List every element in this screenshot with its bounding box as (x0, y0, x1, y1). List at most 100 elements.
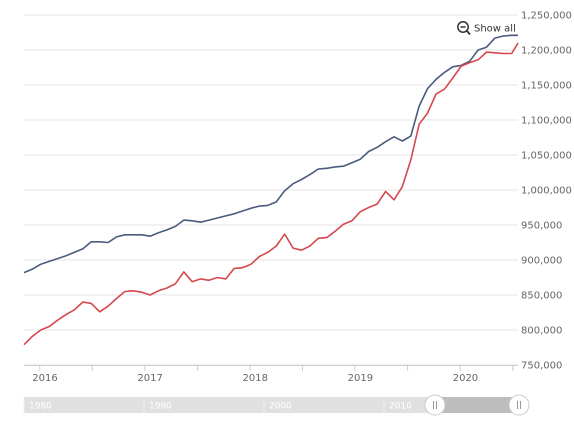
series-2-point (418, 123, 420, 125)
series-1-point (267, 205, 269, 207)
series-1-point (208, 219, 210, 221)
navigator-handle-knob[interactable] (508, 394, 530, 416)
navigator-selected-range[interactable] (434, 397, 524, 413)
series-1-point (486, 46, 488, 48)
y-tick-label: 1,200,000 (521, 46, 572, 57)
series-2-point (124, 291, 126, 293)
series-2-point (116, 298, 118, 300)
series-1-point (385, 141, 387, 143)
series-2-point (452, 77, 454, 79)
series-2-point (200, 278, 202, 280)
x-tick-label: 2016 (32, 373, 57, 384)
series-1-point (99, 241, 101, 243)
series-1-point (427, 88, 429, 90)
series-line-2 (23, 42, 519, 346)
navigator[interactable]: 1980 1990 2000 2010 (23, 394, 530, 416)
series-2-point (401, 186, 403, 188)
plot-area (23, 34, 519, 346)
series-1-point (149, 235, 151, 237)
navigator-handle-left[interactable] (424, 394, 446, 416)
series-1-point (191, 220, 193, 222)
navigator-label: 2000 (269, 402, 292, 412)
series-2-point (74, 309, 76, 311)
y-tick-label: 1,250,000 (521, 11, 572, 22)
series-1-point (158, 232, 160, 234)
series-1-point (200, 221, 202, 223)
series-2-point (502, 53, 504, 55)
grid (24, 14, 518, 366)
series-2-point (275, 245, 277, 247)
y-axis: 750,000 800,000 850,000 900,000 950,000 1,000… (521, 11, 572, 372)
series-2-point (460, 65, 462, 67)
series-1-point (452, 66, 454, 68)
series-1-point (225, 215, 227, 217)
series-2-point (242, 267, 244, 269)
series-2-point (477, 59, 479, 61)
series-2-point (183, 271, 185, 273)
series-1-point (32, 268, 34, 270)
y-tick-label: 800,000 (521, 326, 562, 337)
y-tick-label: 1,150,000 (521, 81, 572, 92)
navigator-handle-knob[interactable] (424, 394, 446, 416)
series-1-point (183, 219, 185, 221)
series-1-point (401, 140, 403, 142)
series-2-point (427, 112, 429, 114)
series-2-point (368, 207, 370, 209)
series-2-point (309, 245, 311, 247)
series-line-1 (23, 34, 518, 274)
series-1-point (65, 255, 67, 257)
series-1-point (90, 241, 92, 243)
show-all-button[interactable]: Show all (452, 18, 516, 38)
series-1-point (444, 72, 446, 74)
series-2-point (132, 290, 134, 292)
navigator-label: 1980 (29, 402, 52, 412)
series-1-point (418, 105, 420, 107)
series-1-point (326, 167, 328, 169)
series-1-point (141, 234, 143, 236)
series-1-point (359, 158, 361, 160)
series-1-point (57, 258, 59, 260)
navigator-handle-right[interactable] (508, 394, 530, 416)
x-tick-label: 2018 (243, 373, 268, 384)
series-2-point (99, 311, 101, 313)
series-1-point (517, 34, 519, 36)
series-1-point (309, 174, 311, 176)
y-tick-label: 1,100,000 (521, 116, 572, 127)
series-1-point (48, 261, 50, 263)
series-2-point (233, 268, 235, 270)
zoom-out-icon (457, 21, 471, 36)
series-1-point (166, 229, 168, 231)
show-all-label: Show all (474, 24, 516, 35)
series-2-point (48, 326, 50, 328)
series-2-point (393, 199, 395, 201)
series-1-point (334, 166, 336, 168)
series-2-point (32, 335, 34, 337)
series-1-point (477, 49, 479, 51)
navigator-track[interactable] (24, 397, 524, 413)
series-2-point (57, 319, 59, 321)
series-2-point (359, 211, 361, 213)
series-2-point (216, 277, 218, 279)
series-2-point (267, 251, 269, 253)
series-2-point (225, 278, 227, 280)
y-tick-label: 900,000 (521, 256, 562, 267)
series-2-point (90, 303, 92, 305)
series-1-point (174, 226, 176, 228)
series-2-point (511, 53, 513, 55)
series-2-point (351, 220, 353, 222)
series-1-point (124, 234, 126, 236)
navigator-label: 1990 (149, 402, 172, 412)
series-2-point (376, 203, 378, 205)
series-2-point (23, 344, 25, 346)
series-2-point (141, 291, 143, 293)
series-2-point (317, 237, 319, 239)
series-1-point (233, 213, 235, 215)
series-2-point (107, 305, 109, 307)
x-tick-label: 2020 (453, 373, 478, 384)
y-tick-label: 750,000 (521, 361, 562, 372)
series-2-point (292, 247, 294, 249)
series-2-point (208, 279, 210, 281)
series-1-point (368, 151, 370, 153)
series-2-point (469, 62, 471, 64)
